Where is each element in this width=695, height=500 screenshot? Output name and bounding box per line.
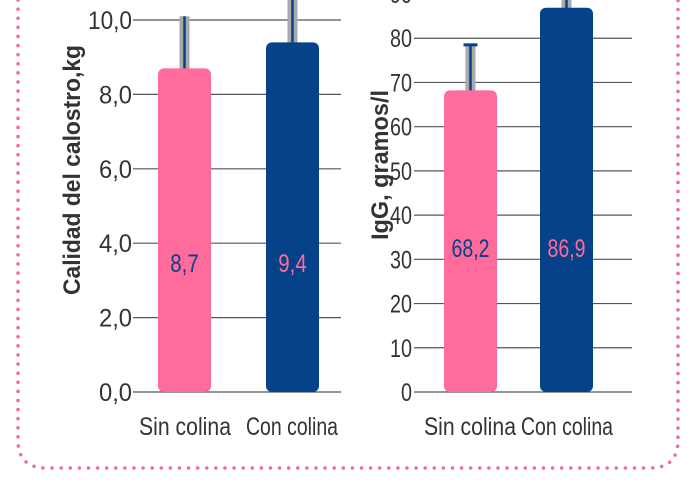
bar: [266, 42, 319, 392]
y-tick-label: 2,0: [99, 305, 132, 333]
data-label: 86,9: [548, 235, 586, 263]
y-tick-label: 0,0: [99, 379, 132, 407]
data-label: 9,4: [278, 250, 307, 278]
y-tick-label: 50: [390, 158, 412, 186]
x-tick-label: Sin colina: [139, 413, 231, 441]
y-tick-label: 10: [390, 335, 412, 363]
y-tick-label: 60: [390, 114, 412, 142]
value-labels: 8,7 9,4: [170, 250, 307, 278]
x-category-labels: Sin colina Con colina: [139, 413, 338, 441]
y-tick-label: 40: [390, 202, 412, 230]
y-tick-label: 70: [390, 69, 412, 97]
y-axis-label: Calidad del calostro,kg: [59, 45, 86, 295]
y-tick-label: 6,0: [99, 156, 132, 184]
y-tick-label: 10,0: [88, 7, 132, 35]
y-tick-label: 90: [390, 0, 412, 9]
y-tick-label: 80: [390, 25, 412, 53]
x-tick-label: Sin colina: [424, 413, 516, 441]
bars: [158, 42, 319, 393]
y-tick-label: 30: [390, 246, 412, 274]
bar: [158, 68, 211, 393]
bars: [444, 7, 593, 392]
x-category-labels: Sin colina Con colina: [424, 413, 613, 441]
x-tick-label: Con colina: [521, 413, 613, 441]
x-tick-label: Con colina: [246, 413, 338, 441]
y-tick-labels: 0,0 2,0 4,0 6,0 8,0 10,0: [88, 7, 132, 407]
error-bars: [463, 0, 572, 95]
value-labels: 68,2 86,9: [452, 235, 586, 263]
y-tick-label: 8,0: [99, 81, 132, 109]
y-tick-label: 20: [390, 291, 412, 319]
data-label: 8,7: [170, 250, 199, 278]
error-bars: [179, 0, 298, 73]
chart-calidad-calostro: 0,0 2,0 4,0 6,0 8,0 10,0 Sin colina Con colina…: [59, 0, 341, 441]
data-label: 68,2: [452, 235, 490, 263]
y-axis-label: IgG, gramos/l: [367, 90, 394, 240]
y-tick-label: 0: [401, 379, 412, 407]
bar: [540, 7, 593, 392]
y-tick-labels: 0 10 20 30 40 50 60 70 80 90: [390, 0, 412, 407]
bar: [444, 90, 497, 392]
y-tick-label: 4,0: [99, 230, 132, 258]
